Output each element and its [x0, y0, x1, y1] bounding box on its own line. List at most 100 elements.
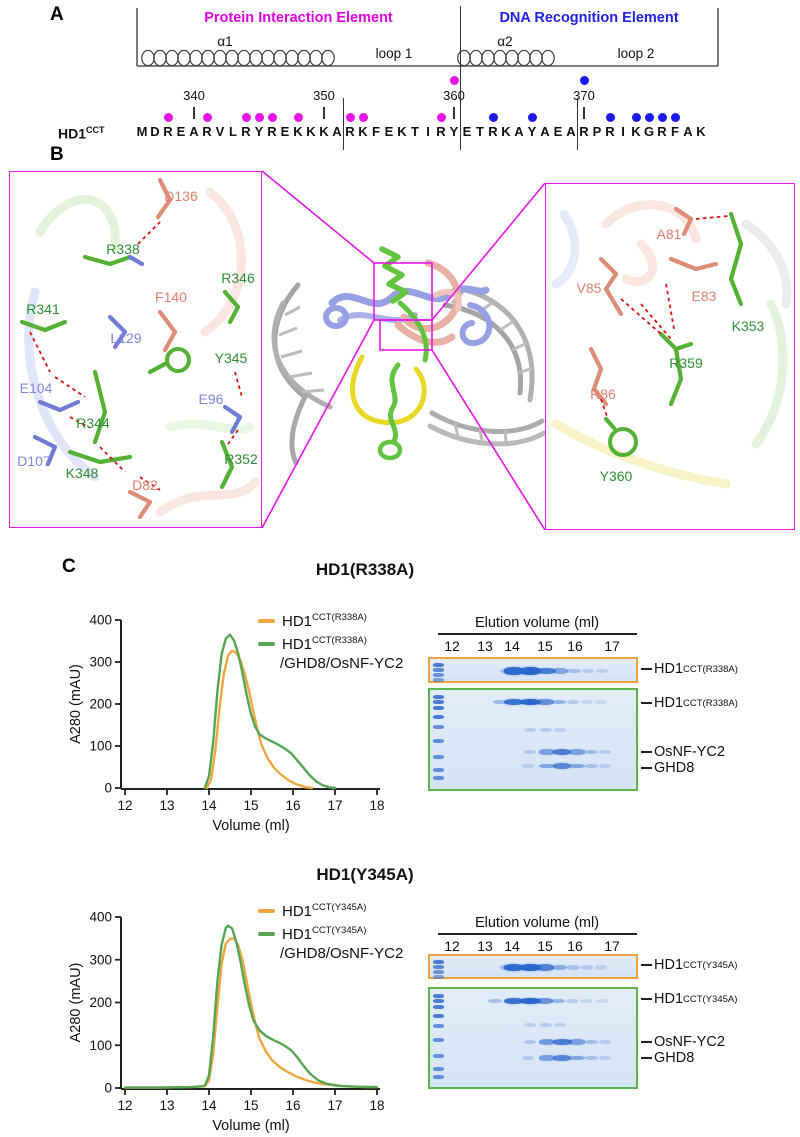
gel-band: [519, 963, 541, 972]
alpha1-label: α1: [217, 34, 233, 49]
gel-band: [566, 700, 580, 704]
legend-item: HD1CCT(Y345A): [258, 902, 366, 920]
sequence-residue: T: [476, 124, 484, 139]
ladder-band: [433, 975, 444, 979]
gel-band: [519, 698, 541, 706]
gel-band: [503, 963, 525, 971]
gel-band: [569, 1039, 585, 1045]
gel-top: [428, 954, 638, 979]
ladder-band: [433, 994, 444, 998]
legend-item: HD1CCT(R338A): [258, 612, 367, 630]
gel-band: [504, 997, 524, 1005]
gel-band: [581, 965, 593, 970]
gel-band: [536, 667, 556, 675]
ladder-band: [433, 695, 444, 699]
legend-item-text-line2: /GHD8/OsNF-YC2: [280, 655, 404, 672]
ladder-band: [433, 678, 444, 682]
gel-band: [503, 667, 525, 675]
curve-hd1cct-y345a-: [123, 937, 379, 1089]
sequence-residue: A: [683, 124, 693, 139]
panel-a-bracket-and-helices: [136, 8, 719, 67]
ladder-band: [433, 706, 444, 710]
residue-label-d107: D107: [17, 453, 51, 469]
band-label-top: HD1 CCT(R338A): [641, 661, 738, 677]
residue-label-d82: D82: [132, 477, 158, 493]
tie-line: [641, 964, 652, 966]
sequence-residue: K: [319, 124, 329, 139]
lane-number: 12: [444, 638, 460, 654]
residue-label-e96: E96: [198, 391, 224, 407]
sequence-residue: E: [384, 124, 394, 139]
ladder-band: [433, 960, 444, 964]
ladder-band: [433, 673, 444, 677]
residue-label-v85: V85: [576, 280, 602, 296]
tie-line: [641, 751, 652, 753]
gel-band: [580, 999, 592, 1003]
band-label-osnf-yc2: OsNF-YC2: [641, 744, 725, 760]
sequence-residue: K: [358, 124, 368, 139]
gel-band: [539, 728, 553, 732]
ladder-band: [433, 1024, 444, 1028]
gel-band: [519, 997, 541, 1005]
blue-dot: [579, 76, 589, 85]
gel-band: [598, 1040, 612, 1044]
blue-dot: [631, 112, 641, 122]
ladder-band: [433, 725, 444, 729]
gel-band: [524, 1023, 536, 1027]
blue-dot: [605, 112, 615, 122]
gel-band: [552, 1055, 572, 1061]
magenta-dot: [449, 76, 459, 85]
legend-r338a: HD1CCT(R338A) HD1CCT(R338A) /GHD8/OsNF-YC2: [258, 610, 433, 680]
y-axis-label: A280 (mAU): [68, 664, 84, 744]
lane-number: 15: [537, 638, 553, 654]
left-box-sticks: [19, 177, 260, 520]
panel-c-letter: C: [62, 556, 76, 577]
gel-band: [598, 750, 612, 754]
sequence-residue: F: [671, 124, 679, 139]
magenta-dot: [436, 112, 446, 122]
ladder-band: [433, 999, 444, 1003]
svg-text:0: 0: [104, 781, 112, 796]
dna-recognition-element-label: DNA Recognition Element: [499, 10, 679, 26]
svg-text:18: 18: [369, 798, 384, 813]
sequence-residue: R: [579, 124, 589, 139]
magenta-dot: [267, 112, 277, 122]
gel-band: [596, 999, 608, 1003]
sequence-residue: R: [657, 124, 667, 139]
svg-text:16: 16: [285, 798, 300, 813]
residue-number: 350: [313, 88, 335, 103]
residue-label-r359: R359: [669, 355, 703, 371]
gel-band: [523, 1039, 537, 1045]
residue-number: 370: [573, 88, 595, 103]
gel-band: [493, 699, 507, 705]
sequence-residue: A: [514, 124, 524, 139]
legend-item: HD1CCT(Y345A): [258, 925, 366, 943]
sequence-residue: A: [540, 124, 550, 139]
ladder-band: [433, 663, 444, 667]
magenta-dot: [241, 112, 251, 122]
residue-label-r341: R341: [26, 301, 60, 317]
gel-section-y345a: Elution volume (ml) 12 13 14 15 16 17 HD1 CCT(Y3…: [428, 912, 800, 1097]
svg-text:400: 400: [89, 910, 112, 925]
magenta-dot: [163, 112, 173, 122]
header-underline: [438, 633, 637, 635]
gel-band: [552, 749, 572, 755]
svg-text:400: 400: [89, 613, 112, 628]
legend-item-text: HD1CCT(R338A): [282, 612, 367, 630]
svg-text:12: 12: [117, 798, 132, 813]
elution-volume-header: Elution volume (ml): [474, 615, 600, 631]
blue-dot: [488, 112, 498, 122]
segment-boundary-line: [342, 98, 345, 150]
alpha2-label: α2: [497, 34, 513, 49]
gel-band: [536, 699, 554, 705]
ladder-band: [433, 668, 444, 672]
ladder-band: [433, 715, 444, 719]
gel-band: [521, 1056, 535, 1060]
elution-volume-header: Elution volume (ml): [474, 915, 600, 931]
blue-dot: [527, 112, 537, 122]
magenta-dot: [202, 112, 212, 122]
lane-number: 17: [604, 938, 620, 954]
sequence-residue: I: [621, 124, 625, 139]
residue-label-k348: K348: [65, 465, 99, 481]
blue-dot: [657, 112, 667, 122]
